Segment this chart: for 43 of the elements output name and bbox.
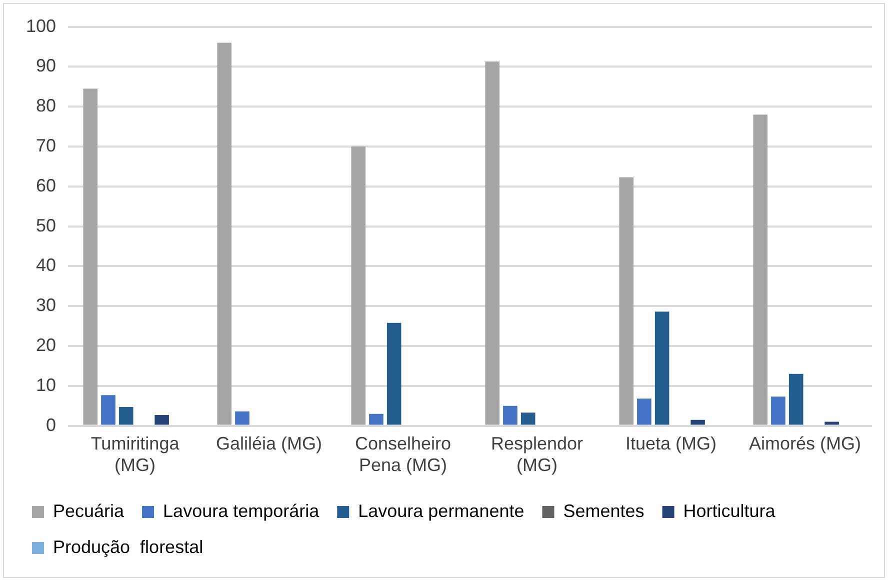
bar [118, 407, 134, 425]
y-tick-label: 70 [36, 135, 56, 156]
y-tick-label: 20 [36, 334, 56, 355]
bar [503, 406, 518, 425]
x-tick-label: Galiléia (MG) [216, 434, 322, 454]
y-tick-label: 30 [36, 295, 56, 316]
y-tick-label: 0 [46, 414, 56, 435]
bar [520, 412, 536, 425]
bar [351, 146, 366, 425]
bar [235, 411, 250, 425]
y-tick-label: 10 [36, 374, 56, 395]
y-tick-label: 80 [36, 96, 56, 116]
x-tick-label: Conselheiro Pena (MG) [354, 434, 452, 476]
bar [369, 414, 384, 425]
bar [386, 322, 402, 425]
legend-label: Pecuária [53, 500, 126, 521]
x-tick-label: Itueta (MG) [625, 434, 717, 454]
bar [690, 420, 705, 425]
bar [101, 395, 116, 425]
y-tick-label: 90 [36, 56, 56, 76]
legend-label: Sementes [563, 500, 644, 521]
y-tick-label: 60 [36, 175, 56, 196]
bar [619, 177, 634, 425]
bar [637, 398, 652, 425]
x-tick-label: Resplendor (MG) [490, 434, 584, 476]
bar [771, 396, 786, 425]
bar [83, 88, 98, 425]
bar [654, 312, 670, 425]
legend-label: Lavoura permanente [358, 500, 524, 521]
x-tick-label: Tumiritinga (MG) [90, 434, 180, 476]
y-tick-label: 100 [26, 16, 56, 36]
bar [824, 422, 839, 425]
bar [154, 415, 169, 425]
legend-label: Lavoura temporária [163, 500, 320, 521]
bar [788, 374, 804, 425]
y-tick-label: 40 [36, 255, 56, 276]
bar [753, 114, 768, 425]
bar [485, 62, 500, 425]
y-tick-label: 50 [36, 215, 56, 236]
x-tick-label: Aimorés (MG) [749, 434, 862, 454]
legend-label: Horticultura [683, 500, 776, 521]
legend-label: Produção florestal [53, 536, 204, 557]
bar [217, 42, 232, 425]
